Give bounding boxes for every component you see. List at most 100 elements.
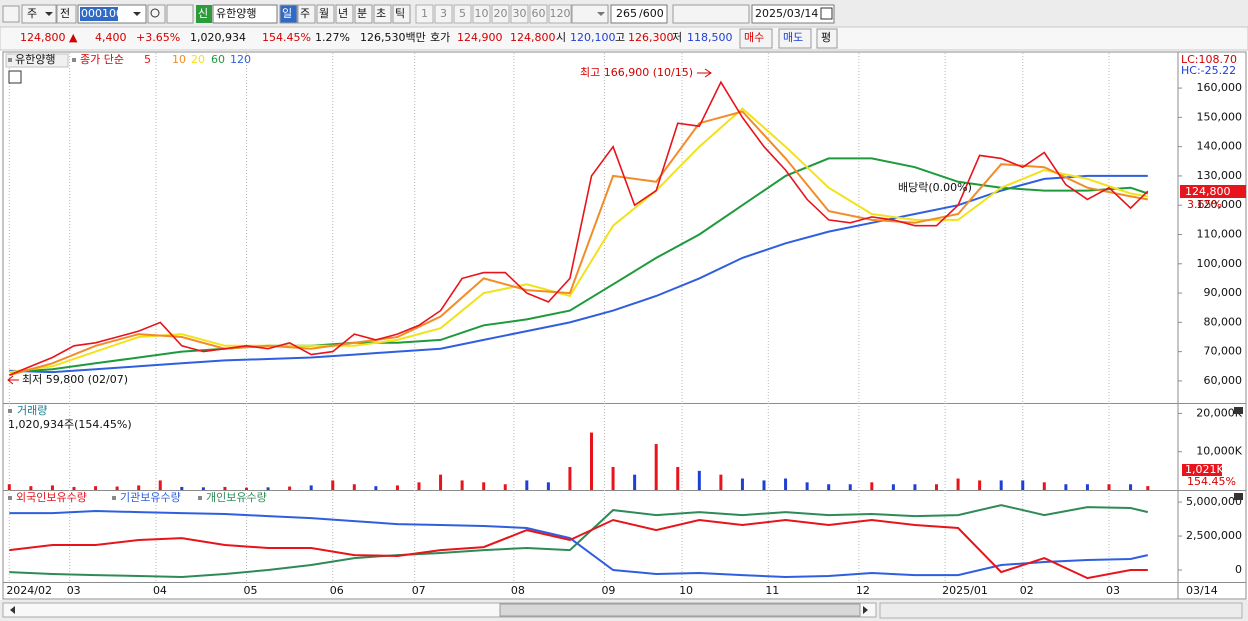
- interval-button[interactable]: [354, 4, 373, 24]
- y-tick-label: 110,000: [1197, 228, 1243, 241]
- minute-button[interactable]: [453, 4, 472, 24]
- minute-button[interactable]: [548, 4, 572, 24]
- y-tick-label: 70,000: [1204, 345, 1243, 358]
- buy-button[interactable]: [739, 28, 773, 49]
- interval-button[interactable]: [335, 4, 354, 24]
- volume-bar: [137, 485, 141, 490]
- volume-bar: [180, 486, 184, 490]
- x-tick-label: 04: [153, 584, 167, 597]
- volume-bar: [72, 486, 76, 490]
- volume-bar: [374, 486, 378, 490]
- interval-button[interactable]: [279, 4, 298, 24]
- scroll-left[interactable]: [10, 606, 15, 614]
- minute: 5: [459, 7, 466, 20]
- sell: 매도: [783, 31, 803, 44]
- y-tick-label: 20,000K: [1196, 406, 1242, 419]
- series-line: [9, 509, 1149, 579]
- volume-bar: [266, 487, 270, 490]
- count-box[interactable]: [610, 4, 668, 24]
- volume-bar: [525, 480, 529, 490]
- volume-bar: [568, 467, 572, 490]
- period-select[interactable]: [21, 4, 57, 24]
- interval-button[interactable]: [392, 4, 411, 24]
- change: 4,400: [95, 31, 127, 44]
- low-annotation: 최저 59,800 (02/07): [22, 373, 128, 386]
- nav-icons[interactable]: [879, 602, 1243, 619]
- y-tick-label: 90,000: [1204, 286, 1243, 299]
- marker: [8, 409, 12, 413]
- search-button[interactable]: [147, 4, 166, 24]
- y-tick-label: 10,000K: [1196, 445, 1242, 458]
- menu-icon[interactable]: [2, 5, 20, 23]
- prev-button[interactable]: [56, 4, 77, 24]
- name-box[interactable]: [212, 4, 278, 24]
- legend: 외국인보유수량 기관보유수량 개인보유수량: [8, 491, 267, 504]
- minute-button[interactable]: [529, 4, 548, 24]
- volume-bar: [848, 484, 852, 490]
- low: 118,500: [687, 31, 733, 44]
- y-tick-label: 160,000: [1197, 81, 1243, 94]
- minute: 20: [494, 7, 508, 20]
- volume-bar: [546, 482, 550, 490]
- minute-button[interactable]: [510, 4, 529, 24]
- ask-label: 호가: [430, 31, 450, 44]
- volume-bar: [1042, 482, 1046, 490]
- interval: 년: [338, 7, 348, 20]
- x-tick-label: 09: [601, 584, 615, 597]
- interval-button[interactable]: [373, 4, 392, 24]
- calc-icon[interactable]: [8, 70, 22, 84]
- legend-marker: [112, 496, 116, 500]
- legend-marker: [198, 496, 202, 500]
- interval-button[interactable]: [297, 4, 316, 24]
- marker: [8, 58, 12, 62]
- bid: 124,800: [510, 31, 556, 44]
- legend-prefix: 종가 단순: [80, 53, 124, 66]
- ex-dividend: 배당락(0.00%): [898, 181, 972, 194]
- high-arrow: [697, 68, 712, 78]
- volume-bar: [7, 484, 11, 490]
- high-label: 고: [615, 31, 625, 44]
- volume-bar: [460, 480, 464, 490]
- search-icon: [150, 8, 160, 18]
- volume-bar: [331, 480, 335, 490]
- tool-icons[interactable]: [672, 4, 750, 24]
- x-tick-label: 2024/02: [6, 584, 52, 597]
- high-annotation: 최고 166,900 (10/15): [580, 66, 693, 79]
- date: 2025/03/14: [755, 7, 818, 20]
- dropdown-arrow: [45, 12, 53, 16]
- count: 265: [616, 7, 637, 20]
- volume-bar: [654, 444, 658, 490]
- scroll-thumb[interactable]: [499, 603, 861, 617]
- x-tick-label: 03: [1106, 584, 1120, 597]
- sound-button[interactable]: [166, 4, 194, 24]
- minute-button[interactable]: [434, 4, 453, 24]
- avg: 평: [821, 31, 831, 44]
- minute-button[interactable]: [491, 4, 510, 24]
- interval: 분: [357, 7, 367, 20]
- low-label: 저: [672, 31, 682, 44]
- volume-bar: [740, 478, 744, 490]
- panel-icon[interactable]: [1234, 407, 1243, 414]
- avg-button[interactable]: [816, 28, 838, 49]
- price-tag-text: 124,800: [1185, 185, 1231, 198]
- quote-bar: [0, 26, 1248, 51]
- sell-button[interactable]: [778, 28, 812, 49]
- minute-button[interactable]: [472, 4, 491, 24]
- volume-bar: [1129, 484, 1133, 490]
- prev: 전: [60, 7, 70, 20]
- minute: 120: [550, 7, 571, 20]
- date-box[interactable]: [751, 4, 835, 24]
- minute-button[interactable]: [415, 4, 434, 24]
- scroll-right[interactable]: [863, 606, 868, 614]
- minute: 10: [475, 7, 489, 20]
- interval-button[interactable]: [316, 4, 335, 24]
- panel-icon[interactable]: [1234, 493, 1243, 500]
- volume-bar: [1064, 484, 1068, 490]
- x-tick-label: 11: [765, 584, 779, 597]
- y-tick-label: 140,000: [1197, 140, 1243, 153]
- minute: 60: [532, 7, 546, 20]
- count-max: /600: [639, 7, 664, 20]
- volume-bar: [439, 474, 443, 490]
- x-tick-label: 07: [412, 584, 426, 597]
